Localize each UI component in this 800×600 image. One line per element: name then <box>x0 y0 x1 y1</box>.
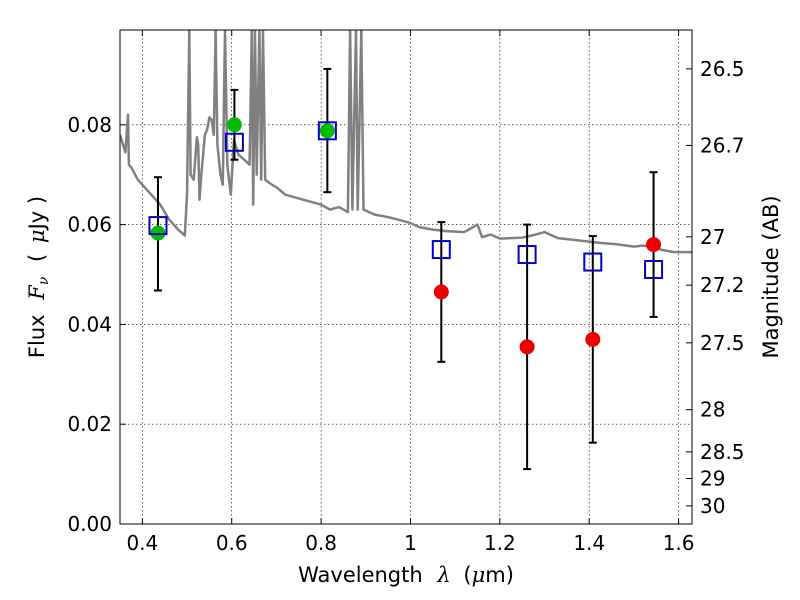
data-layer <box>120 30 692 471</box>
x-tick-label: 1.6 <box>663 531 695 555</box>
y-axis-label-subscript: ν <box>36 276 52 285</box>
x-tick-label: 1.4 <box>573 531 605 555</box>
model-photometry-point <box>224 132 244 152</box>
x-tick-label: 1 <box>404 531 417 555</box>
observed-point <box>519 339 535 355</box>
y-tick-label: 0.00 <box>67 512 112 536</box>
model-photometry-point <box>431 240 451 260</box>
observed-point <box>646 237 662 253</box>
mag-tick-label: 30 <box>700 494 725 518</box>
x-tick-label: 0.4 <box>126 531 158 555</box>
y-axis-label-symbol: F <box>25 284 49 301</box>
y2-axis-label: Magnitude (AB) <box>759 195 783 358</box>
x-tick-label: 0.6 <box>216 531 248 555</box>
plot-area <box>120 30 692 524</box>
x-axis-label-unit-mu: μ <box>472 563 486 587</box>
plot-frame <box>119 29 693 525</box>
observed-point <box>433 284 449 300</box>
y-tick-label: 0.04 <box>67 312 112 336</box>
x-tick-label: 0.8 <box>305 531 337 555</box>
observed-point <box>585 331 601 347</box>
mag-tick-label: 26.7 <box>700 133 745 157</box>
model-photometry-point <box>583 252 603 272</box>
mag-tick-label: 27.2 <box>700 273 745 297</box>
mag-tick-label: 29 <box>700 466 725 490</box>
y-tick-label: 0.02 <box>67 412 112 436</box>
mag-tick-label: 28 <box>700 398 725 422</box>
x-axis-label: Wavelength λ (μm) <box>298 563 514 587</box>
mag-tick-label: 28.5 <box>700 440 745 464</box>
mag-tick-label: 26.5 <box>700 57 745 81</box>
y-tick-label: 0.08 <box>67 113 112 137</box>
y-axis-label-unit-open: ( <box>25 254 49 262</box>
y-axis-label-text: Flux <box>25 314 49 358</box>
observed-point <box>226 117 242 133</box>
x-axis-label-text: Wavelength <box>298 563 423 587</box>
mag-tick-label: 27.5 <box>700 331 745 355</box>
model-photometry-point <box>148 216 168 236</box>
y-axis-label-unit-mu: μ <box>25 229 49 243</box>
y-axis-label: Flux Fν ( μJy ) <box>25 196 53 358</box>
mag-tick-label: 27 <box>700 225 725 249</box>
observed-point <box>319 123 335 139</box>
x-axis-label-symbol: λ <box>436 563 450 587</box>
model-photometry-point <box>317 121 337 141</box>
x-axis-label-unit-open: ( <box>463 563 471 587</box>
x-tick-label: 1.2 <box>484 531 516 555</box>
y-tick-label: 0.06 <box>67 213 112 237</box>
observed-point <box>150 225 166 241</box>
model-photometry-point <box>644 260 664 280</box>
y-axis-label-unit-rest: Jy ) <box>25 196 49 232</box>
axis-ticks: 0.4 0.6 0.8 1 1.2 1.4 1.6 0.00 0.02 0.04 0.06 0.08 2… <box>67 30 745 555</box>
x-axis-label-unit-rest: m) <box>485 563 514 587</box>
model-spectrum-line <box>120 30 692 254</box>
model-photometry-point <box>517 245 537 265</box>
